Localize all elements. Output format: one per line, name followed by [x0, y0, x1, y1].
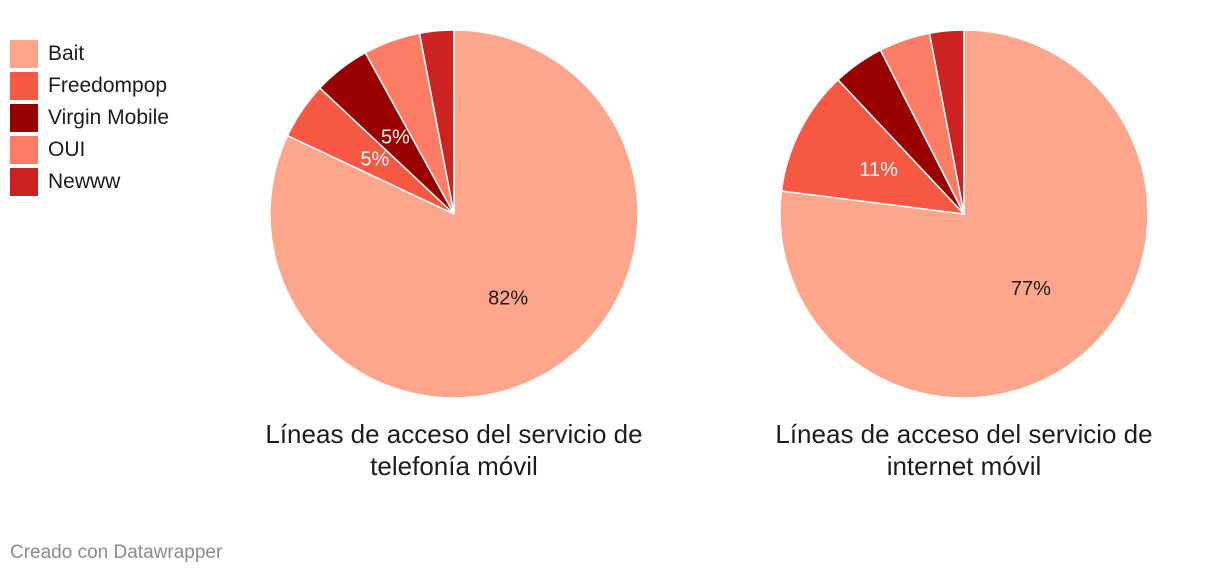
- pie-slice-bait: [779, 29, 1149, 399]
- pie-slice-newww: [928, 29, 965, 215]
- chart-title-telefonia: Líneas de acceso del servicio de telefon…: [234, 418, 674, 482]
- legend-swatch: [10, 104, 38, 132]
- pie-data-label: 77%: [1011, 278, 1051, 300]
- chart-title-line: Líneas de acceso del servicio de: [775, 419, 1153, 449]
- legend-swatch: [10, 168, 38, 196]
- legend-label: OUI: [48, 138, 86, 161]
- legend: Bait Freedompop Virgin Mobile OUI Newww: [10, 38, 169, 198]
- pie-data-label: 82%: [488, 288, 528, 310]
- pie-data-label: 5%: [381, 127, 410, 149]
- chart-title-line: Líneas de acceso del servicio de: [265, 419, 643, 449]
- pie-slice-newww: [418, 29, 455, 215]
- pie-chart-telefonia: 82% 5%5%: [269, 29, 639, 399]
- pie-data-label: 5%: [360, 148, 389, 170]
- legend-label: Bait: [48, 42, 85, 65]
- legend-item-oui: OUI: [10, 134, 169, 166]
- pie-chart-internet: 77% 11%: [779, 29, 1149, 399]
- chart-title-internet: Líneas de acceso del servicio de interne…: [744, 418, 1184, 482]
- chart-title-line: telefonía móvil: [370, 451, 538, 481]
- legend-item-freedompop: Freedompop: [10, 70, 169, 102]
- legend-item-virgin-mobile: Virgin Mobile: [10, 102, 169, 134]
- legend-swatch: [10, 40, 38, 68]
- chart-title-line: internet móvil: [886, 451, 1042, 481]
- legend-label: Virgin Mobile: [48, 106, 170, 129]
- legend-item-bait: Bait: [10, 38, 169, 70]
- legend-item-newww: Newww: [10, 166, 169, 198]
- legend-swatch: [10, 72, 38, 100]
- legend-label: Newww: [48, 170, 121, 193]
- pie-slice-freedompop: [780, 78, 966, 216]
- footer-credit[interactable]: Creado con Datawrapper: [10, 542, 223, 563]
- legend-label: Freedompop: [48, 74, 168, 97]
- pie-data-label: 11%: [859, 159, 898, 181]
- legend-swatch: [10, 136, 38, 164]
